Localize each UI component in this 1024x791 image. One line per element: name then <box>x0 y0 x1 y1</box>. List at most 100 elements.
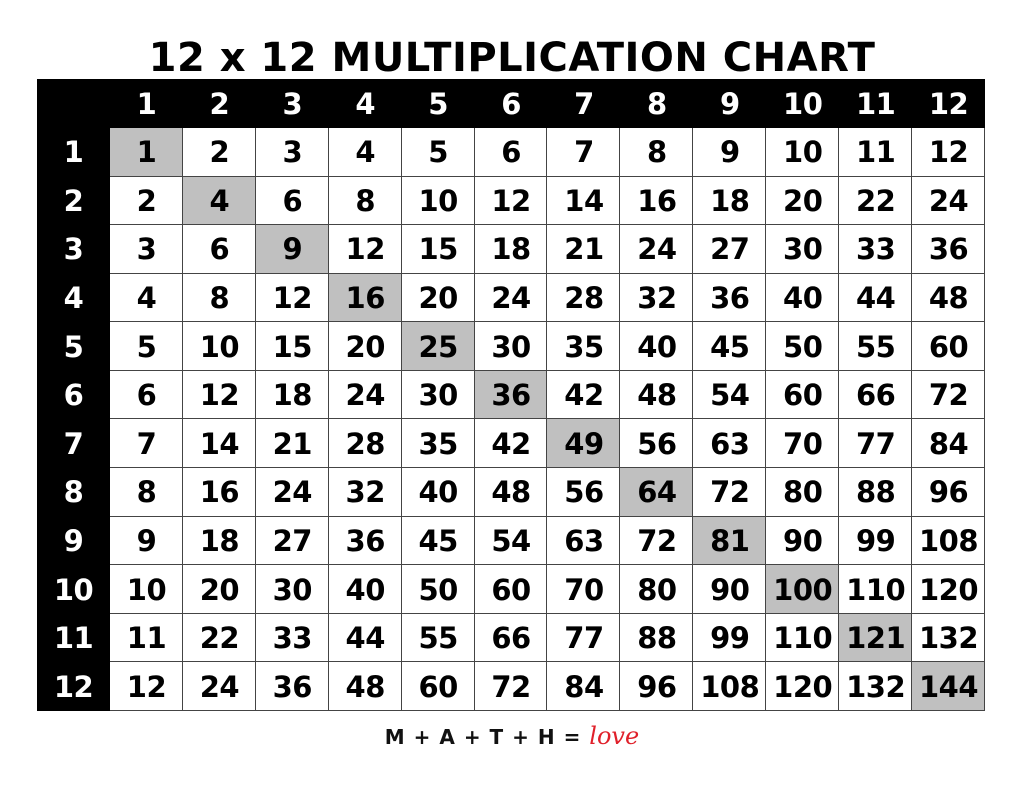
table-cell: 84 <box>547 662 621 711</box>
table-cell: 88 <box>839 468 913 517</box>
table-cell: 120 <box>766 662 840 711</box>
table-cell: 77 <box>839 419 913 469</box>
table-cell: 60 <box>912 322 985 371</box>
table-cell: 33 <box>839 225 913 274</box>
table-cell: 16 <box>620 176 694 226</box>
table-cell: 66 <box>839 370 913 420</box>
multiplication-table: 1 2 3 4 5 6 7 8 9 10 11 12 1 1 2 3 4 5 6 7 8 9 10 11 12 2 2 4 6 8 10 12… <box>37 79 985 711</box>
table-cell: 3 <box>255 128 329 177</box>
table-cell: 132 <box>912 613 985 663</box>
table-cell: 12 <box>474 176 548 226</box>
table-cell: 12 <box>110 662 183 711</box>
footer-equation: M + A + T + H = <box>384 725 590 749</box>
table-cell: 11 <box>839 128 913 177</box>
column-header: 1 <box>110 79 183 128</box>
table-cell: 36 <box>255 662 329 711</box>
table-cell: 70 <box>547 565 621 614</box>
table-cell: 20 <box>401 273 475 323</box>
table-cell: 36 <box>912 225 985 274</box>
table-cell: 42 <box>474 419 548 469</box>
table-cell: 44 <box>328 613 402 663</box>
table-cell: 63 <box>693 419 767 469</box>
table-cell: 28 <box>547 273 621 323</box>
column-header: 3 <box>255 79 329 128</box>
table-cell-square: 9 <box>255 225 329 274</box>
table-cell: 28 <box>328 419 402 469</box>
table-cell: 80 <box>620 565 694 614</box>
table-cell: 22 <box>839 176 913 226</box>
table-cell: 12 <box>328 225 402 274</box>
table-cell: 80 <box>766 468 840 517</box>
row-header: 8 <box>37 468 110 517</box>
table-cell: 3 <box>110 225 183 274</box>
table-cell: 12 <box>255 273 329 323</box>
table-cell: 18 <box>474 225 548 274</box>
table-cell: 6 <box>255 176 329 226</box>
table-cell-square: 1 <box>110 128 183 177</box>
table-cell: 24 <box>182 662 256 711</box>
table-cell: 70 <box>766 419 840 469</box>
table-cell: 14 <box>182 419 256 469</box>
table-cell: 35 <box>547 322 621 371</box>
table-cell-square: 49 <box>547 419 621 469</box>
table-cell: 21 <box>547 225 621 274</box>
table-cell: 60 <box>474 565 548 614</box>
table-cell: 77 <box>547 613 621 663</box>
row-header: 9 <box>37 516 110 566</box>
table-cell: 18 <box>255 370 329 420</box>
table-cell: 32 <box>620 273 694 323</box>
row-header: 4 <box>37 273 110 323</box>
table-cell: 10 <box>766 128 840 177</box>
table-cell: 7 <box>110 419 183 469</box>
table-cell: 42 <box>547 370 621 420</box>
table-cell: 60 <box>766 370 840 420</box>
table-cell: 6 <box>182 225 256 274</box>
table-cell-square: 100 <box>766 565 840 614</box>
table-cell: 84 <box>912 419 985 469</box>
column-header: 2 <box>182 79 256 128</box>
table-cell: 72 <box>693 468 767 517</box>
table-cell: 4 <box>110 273 183 323</box>
table-cell: 2 <box>182 128 256 177</box>
table-cell: 24 <box>255 468 329 517</box>
table-cell: 66 <box>474 613 548 663</box>
corner-cell <box>37 79 110 128</box>
table-cell: 8 <box>620 128 694 177</box>
table-cell-square: 36 <box>474 370 548 420</box>
column-header: 7 <box>547 79 621 128</box>
table-cell-square: 81 <box>693 516 767 566</box>
table-cell: 45 <box>693 322 767 371</box>
table-cell: 15 <box>255 322 329 371</box>
table-cell: 9 <box>693 128 767 177</box>
table-cell: 99 <box>839 516 913 566</box>
column-header: 5 <box>401 79 475 128</box>
table-cell: 16 <box>182 468 256 517</box>
table-cell: 48 <box>912 273 985 323</box>
table-cell: 50 <box>766 322 840 371</box>
table-cell: 6 <box>474 128 548 177</box>
table-cell: 48 <box>328 662 402 711</box>
table-cell: 132 <box>839 662 913 711</box>
table-cell: 12 <box>182 370 256 420</box>
table-cell: 2 <box>110 176 183 226</box>
row-header: 7 <box>37 419 110 469</box>
row-header: 3 <box>37 225 110 274</box>
table-cell-square: 16 <box>328 273 402 323</box>
table-cell: 72 <box>474 662 548 711</box>
row-header: 1 <box>37 128 110 177</box>
table-cell: 21 <box>255 419 329 469</box>
row-header: 6 <box>37 370 110 420</box>
table-cell: 110 <box>766 613 840 663</box>
table-cell: 4 <box>328 128 402 177</box>
table-cell: 63 <box>547 516 621 566</box>
table-cell: 36 <box>693 273 767 323</box>
table-cell: 30 <box>255 565 329 614</box>
table-cell: 24 <box>328 370 402 420</box>
table-cell: 18 <box>693 176 767 226</box>
table-cell: 99 <box>693 613 767 663</box>
table-cell: 24 <box>620 225 694 274</box>
table-cell: 15 <box>401 225 475 274</box>
table-cell: 20 <box>182 565 256 614</box>
table-cell-square: 64 <box>620 468 694 517</box>
row-header: 5 <box>37 322 110 371</box>
